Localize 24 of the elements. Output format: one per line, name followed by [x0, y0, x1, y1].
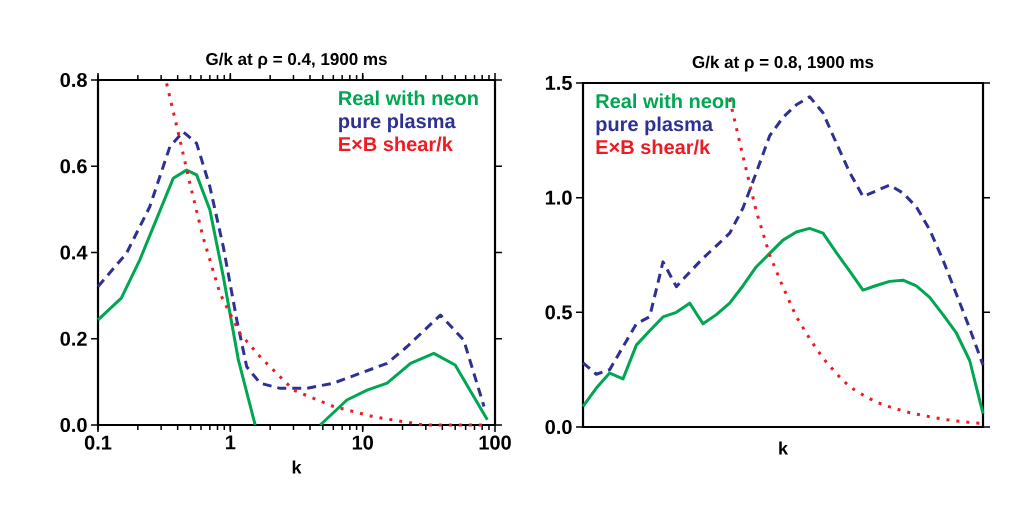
x-axis-title: k: [779, 441, 789, 455]
text: pure plasma: [339, 113, 456, 133]
y-tick-label: 0.0: [60, 417, 87, 433]
y-tick-label: 0.4: [60, 245, 88, 260]
text: pure plasma: [596, 116, 714, 136]
x-tick-label: 10: [352, 435, 373, 450]
line-series: [581, 226, 985, 416]
x-tick-label: 100: [479, 435, 511, 450]
y-tick-label: 0.2: [60, 331, 87, 346]
y-tick-label: 0.5: [545, 305, 572, 320]
series-label: E×B shear/k: [596, 139, 711, 155]
chart-title: G/k at ρ = 0.8, 1900 ms: [692, 55, 874, 72]
x-tick-label: 0.1: [84, 435, 112, 450]
y-tick-label: 1.0: [545, 190, 572, 205]
chart-title: G/k at ρ = 0.4, 1900 ms: [206, 52, 387, 69]
x-axis-title: k: [292, 460, 302, 474]
y-tick-label: 0.6: [60, 159, 87, 174]
x-tick-label: 1: [226, 435, 236, 450]
y-tick-label: 0.8: [60, 72, 87, 88]
text: Real with neon: [596, 93, 736, 109]
y-tick-label: 1.5: [545, 76, 572, 90]
text: Real with neon: [339, 90, 478, 106]
text: E×B shear/k: [339, 136, 453, 152]
y-tick-label: 0.0: [545, 419, 572, 435]
